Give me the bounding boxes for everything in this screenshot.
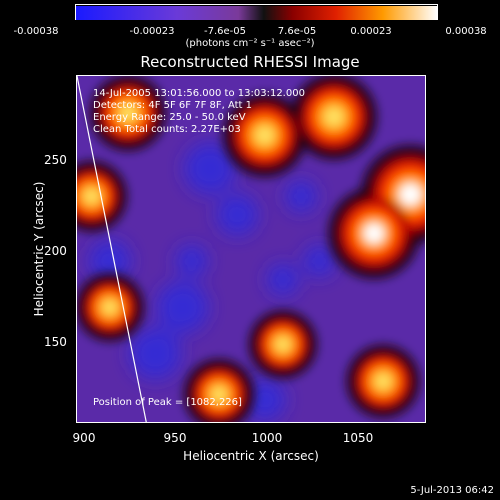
colorbar-tick-label: -0.00038 [13, 26, 59, 37]
background-patch [266, 263, 299, 296]
bright-source [275, 336, 291, 352]
background-patch [184, 142, 236, 195]
colorbar [75, 4, 438, 20]
colorbar-unit-label: (photons cm⁻² s⁻¹ asec⁻²) [185, 38, 315, 49]
background-patch [285, 180, 318, 213]
annotation-detectors: Detectors: 4F 5F 6F 7F 8F, Att 1 [93, 100, 253, 111]
x-tick-label: 900 [72, 431, 96, 445]
background-patch [156, 281, 209, 334]
colorbar-tick-label: -7.6e-05 [204, 26, 246, 37]
background-patch [129, 327, 182, 380]
bright-source [211, 386, 227, 403]
colorbar-tick-label: 7.6e-05 [277, 26, 317, 37]
colorbar-gradient [76, 6, 437, 20]
background-patch [175, 245, 208, 277]
y-tick-label: 250 [44, 153, 67, 167]
bright-source [119, 104, 137, 122]
background-patch [303, 245, 336, 277]
bright-source [375, 373, 392, 390]
peak-position-label: Position of Peak = [1082,226] [93, 397, 242, 408]
plot-area: 14-Jul-2005 13:01:56.000 to 13:03:12.000… [76, 75, 426, 423]
solar-limb-line [77, 76, 147, 422]
bright-source [255, 125, 274, 145]
bright-source [324, 107, 344, 127]
y-tick-label: 150 [44, 335, 67, 349]
background-patch [88, 240, 131, 282]
colorbar-tick-label: 0.00038 [445, 26, 487, 37]
colorbar-tick-label: -0.00023 [129, 26, 175, 37]
heatmap-image [77, 76, 425, 422]
annotation-counts: Clean Total counts: 2.27E+03 [93, 124, 241, 135]
bright-source [399, 183, 422, 206]
timestamp: 5-Jul-2013 06:42 [410, 485, 494, 496]
bright-source [83, 188, 100, 205]
annotation-energy: Energy Range: 25.0 - 50.0 keV [93, 112, 246, 123]
y-axis-label: Heliocentric Y (arcsec) [32, 181, 46, 317]
colorbar-tick-label: 0.00023 [350, 26, 392, 37]
x-axis-label: Heliocentric X (arcsec) [183, 449, 319, 463]
x-tick-label: 1000 [251, 431, 283, 445]
bright-source [363, 223, 385, 244]
bright-source [102, 299, 118, 315]
annotation-time: 14-Jul-2005 13:01:56.000 to 13:03:12.000 [93, 88, 305, 99]
y-tick-label: 200 [44, 244, 67, 258]
background-patch [216, 193, 259, 236]
x-tick-label: 1050 [342, 431, 374, 445]
x-tick-label: 950 [163, 431, 187, 445]
chart-title: Reconstructed RHESSI Image [140, 53, 360, 71]
